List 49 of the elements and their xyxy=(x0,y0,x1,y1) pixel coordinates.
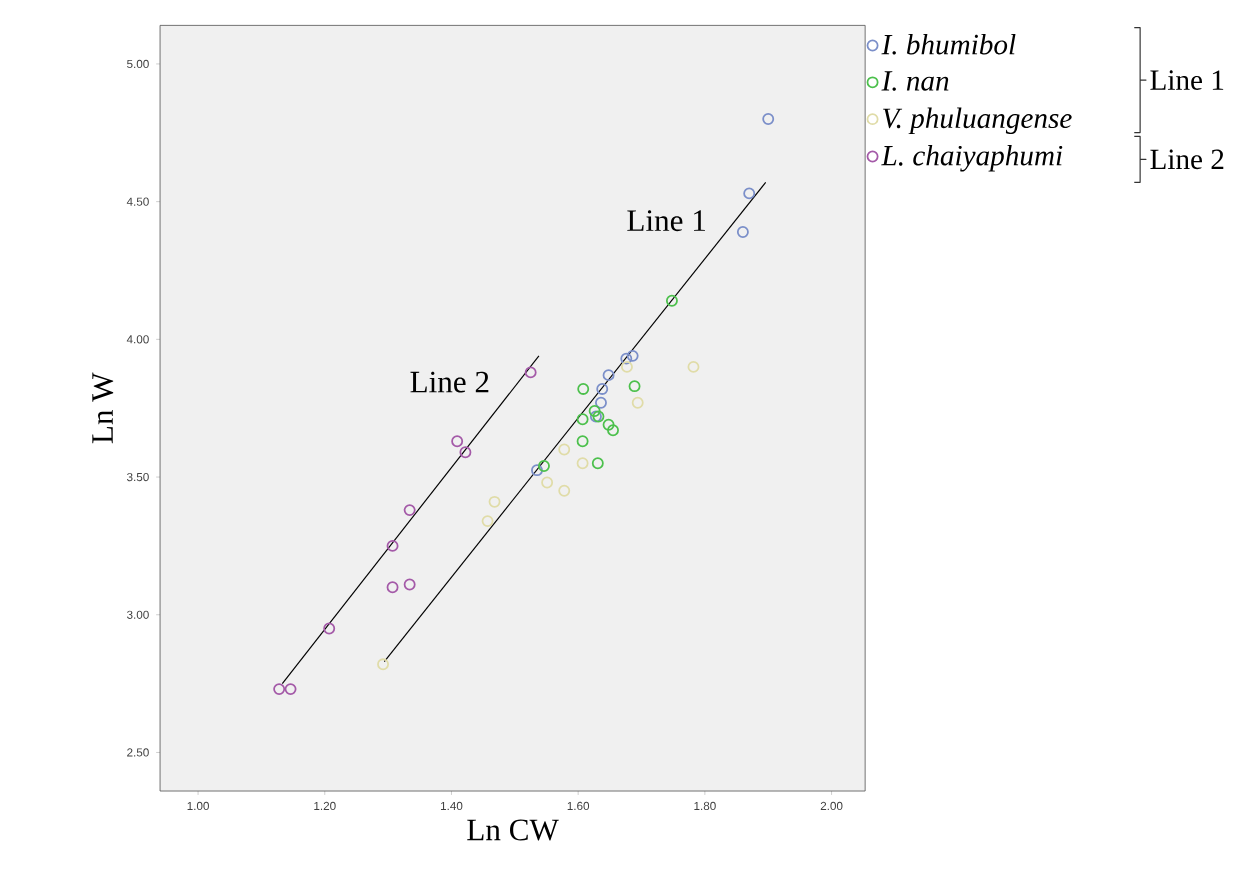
point xyxy=(588,405,601,418)
point xyxy=(538,460,550,473)
text: Line 1 xyxy=(1150,70,1224,91)
text: Line 2 xyxy=(1150,150,1224,170)
point xyxy=(576,457,589,470)
point xyxy=(602,369,615,382)
legend-label: I. nan xyxy=(881,71,949,92)
x-axis-title: Ln CW xyxy=(467,820,559,842)
point xyxy=(403,504,416,517)
point xyxy=(607,424,619,437)
point xyxy=(620,361,633,374)
point xyxy=(736,226,749,239)
point xyxy=(762,113,775,126)
point xyxy=(524,366,537,379)
point xyxy=(403,579,416,591)
point xyxy=(558,485,571,498)
y-axis-title: Ln W xyxy=(92,372,114,444)
point xyxy=(626,350,639,363)
point xyxy=(595,397,607,410)
point xyxy=(591,457,604,470)
point xyxy=(596,383,609,396)
point xyxy=(620,353,633,366)
annotation: Line 1 xyxy=(627,210,705,232)
point xyxy=(323,623,336,635)
point xyxy=(743,187,756,200)
point xyxy=(386,581,399,594)
point xyxy=(628,380,641,393)
point xyxy=(488,496,501,509)
point xyxy=(687,361,700,374)
point xyxy=(631,397,644,410)
legend-label: V. phuluangense xyxy=(883,108,1072,135)
point xyxy=(576,413,589,426)
point xyxy=(531,464,543,477)
legend-label: I. bhumibol xyxy=(881,34,1016,56)
point xyxy=(459,446,472,459)
point xyxy=(577,383,590,396)
point xyxy=(451,435,464,448)
point xyxy=(386,540,399,553)
annotation: Line 2 xyxy=(410,372,489,394)
point xyxy=(558,444,571,456)
point xyxy=(377,658,390,671)
point xyxy=(541,477,554,490)
point xyxy=(273,683,286,696)
point xyxy=(602,419,615,432)
legend-label: L. chaiyaphumi xyxy=(881,145,1063,173)
point xyxy=(284,683,297,696)
point xyxy=(576,435,589,448)
point xyxy=(481,515,494,528)
point xyxy=(665,295,678,308)
